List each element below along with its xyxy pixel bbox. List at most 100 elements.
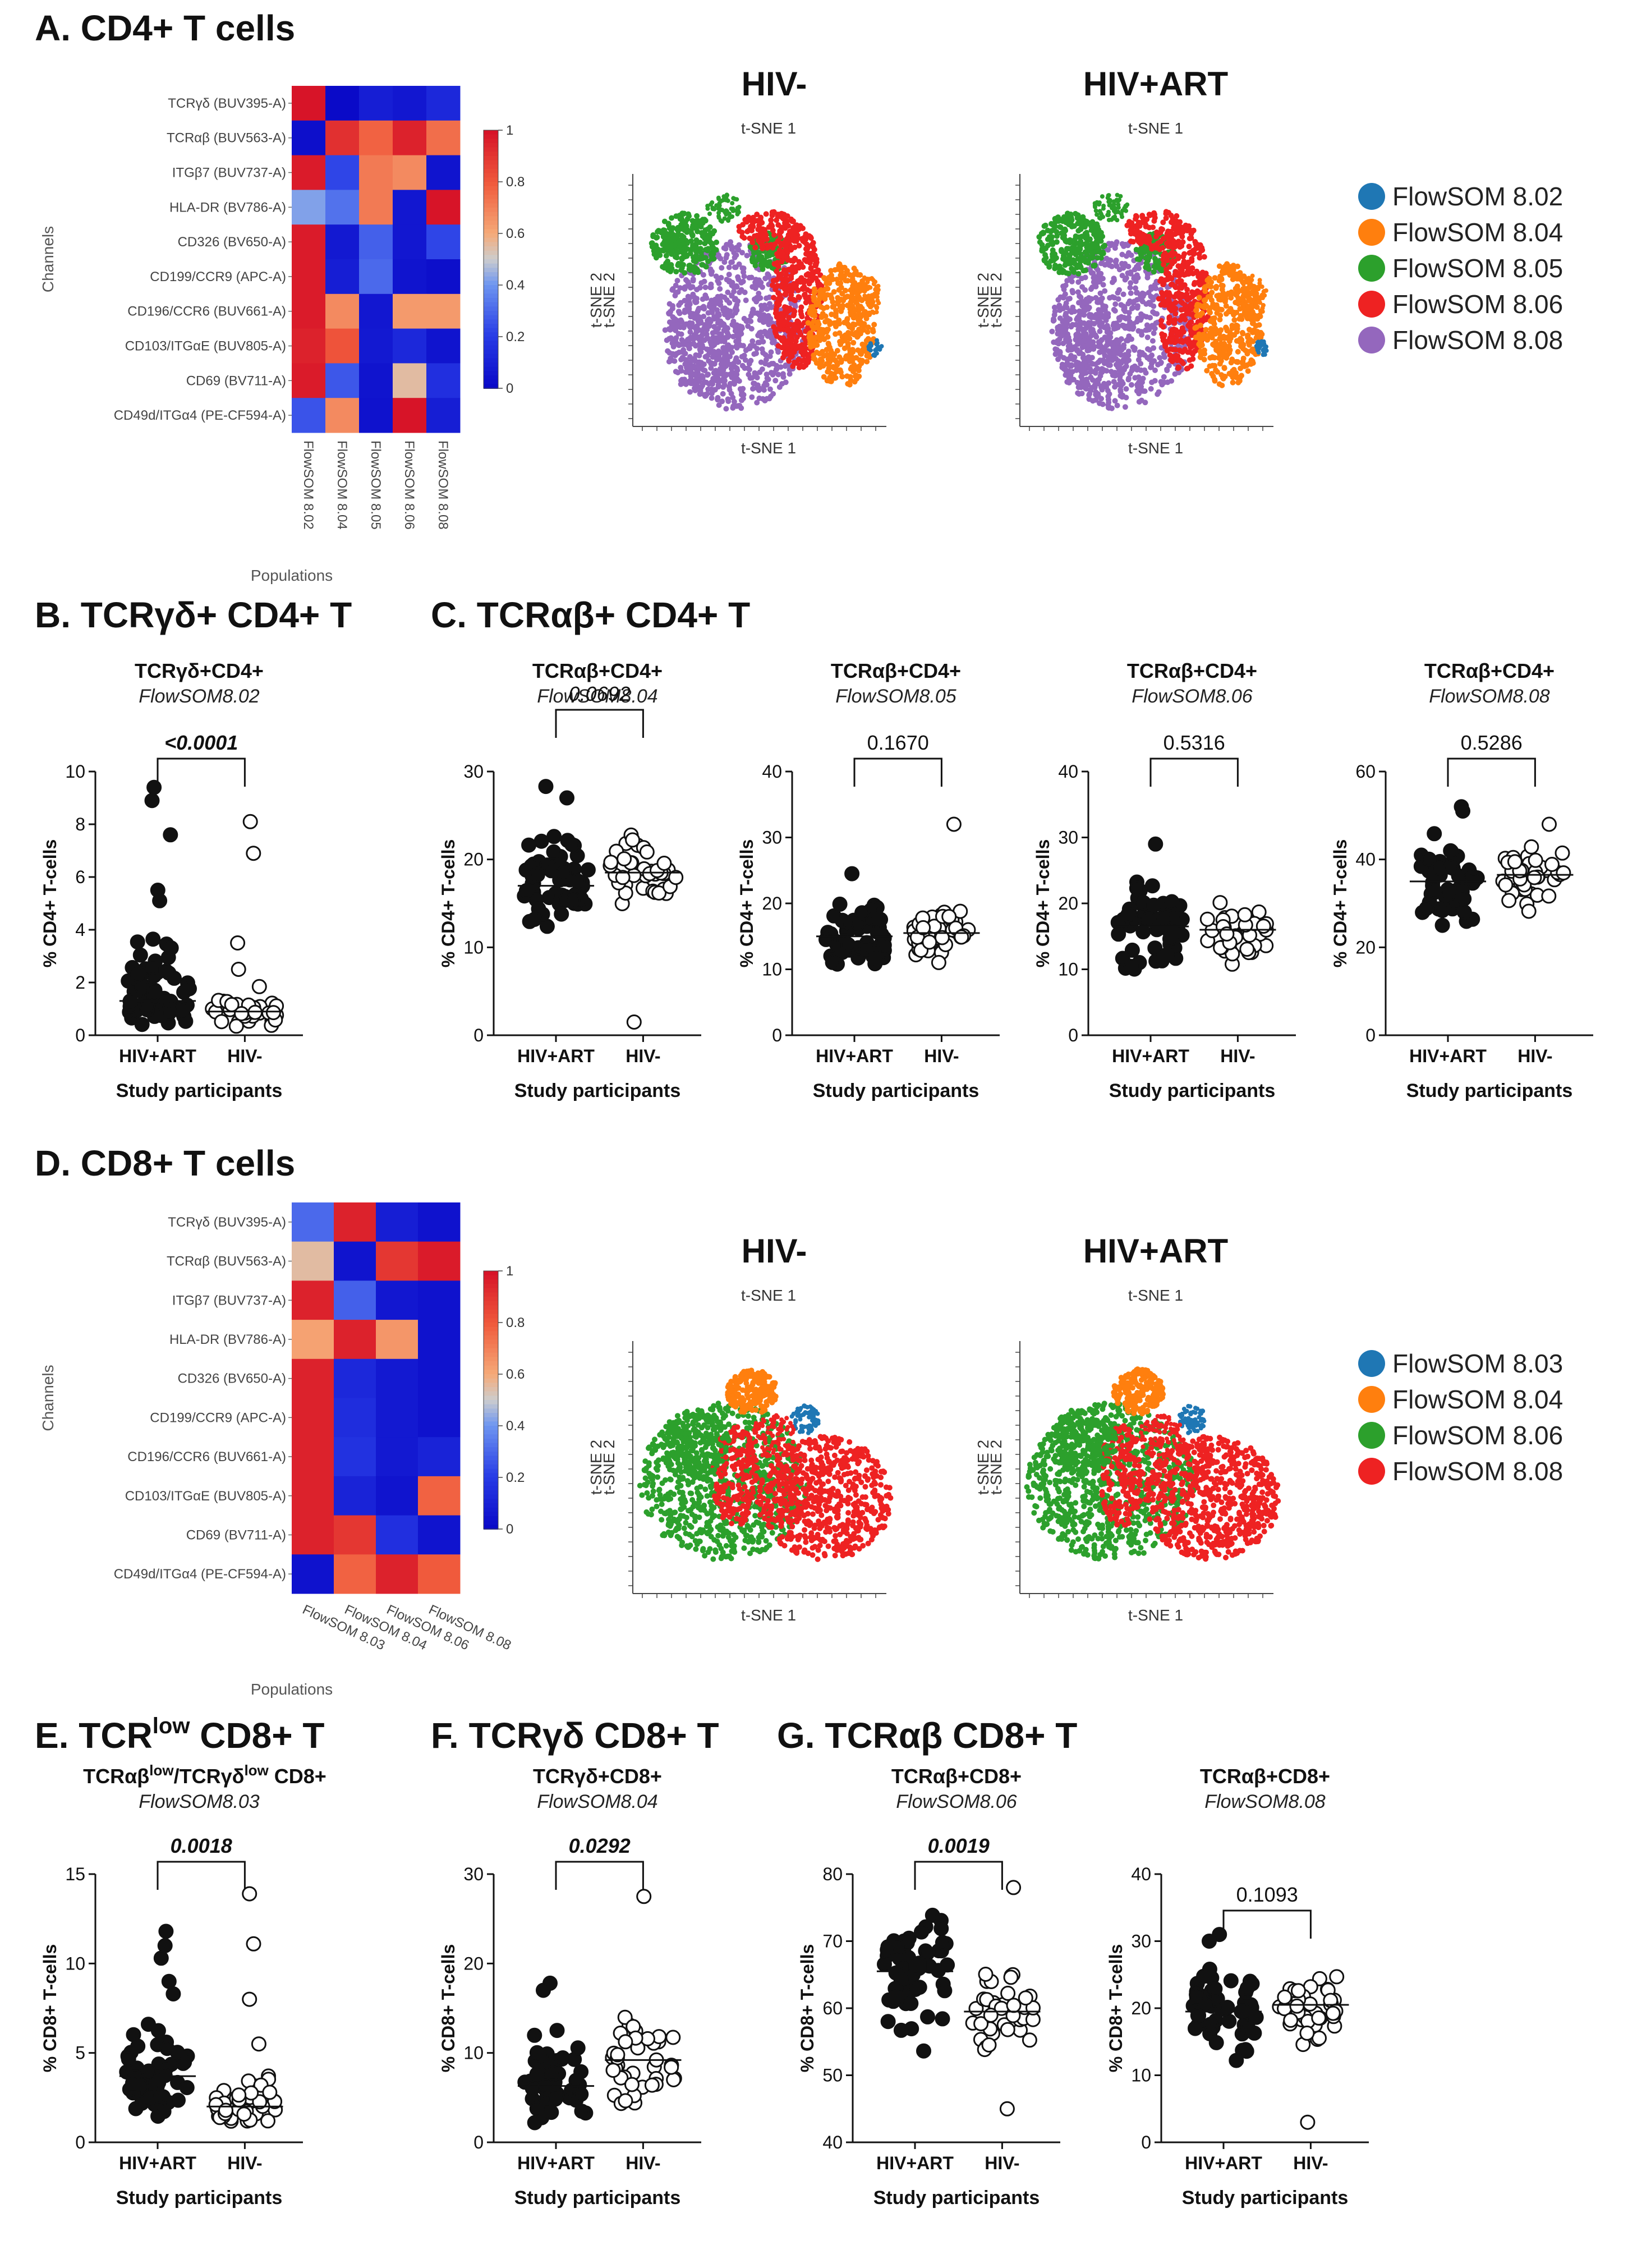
- tsne-point: [1227, 272, 1233, 278]
- tsne-point: [666, 311, 672, 317]
- tsne-point: [850, 339, 857, 346]
- tsne-point: [1118, 366, 1124, 372]
- colorbar-segment: [484, 224, 498, 230]
- tsne-point: [721, 294, 728, 300]
- tsne-point: [686, 306, 692, 312]
- colorbar-segment: [484, 268, 498, 273]
- tsne-point: [1071, 354, 1078, 360]
- tsne-point: [787, 371, 793, 377]
- heatmap-cell: [325, 328, 360, 364]
- tsne-y-label-inner: t-SNE 2: [600, 273, 618, 328]
- tsne-point: [821, 305, 827, 311]
- tsne-point: [813, 302, 820, 308]
- tsne-point: [764, 295, 770, 301]
- tsne-point: [696, 305, 702, 311]
- colorbar-segment: [484, 1421, 498, 1426]
- tsne-point: [1149, 338, 1156, 344]
- colorbar-tick-label: 0.8: [506, 1315, 525, 1330]
- tsne-point: [783, 379, 789, 385]
- colorbar-segment: [484, 229, 498, 234]
- tsne-point: [866, 293, 871, 299]
- tsne-point: [1219, 286, 1225, 292]
- tsne-point: [678, 381, 684, 387]
- colorbar-segment: [484, 1288, 498, 1293]
- tsne-point: [678, 317, 684, 323]
- tsne-point: [792, 268, 798, 274]
- tsne-point: [829, 272, 834, 278]
- tsne-point: [728, 243, 734, 249]
- heatmap-cell: [426, 328, 461, 364]
- tsne-point: [775, 222, 781, 228]
- tsne-point: [754, 346, 760, 352]
- tsne-point: [721, 245, 727, 251]
- heatmap-cell: [393, 155, 427, 190]
- tsne-point: [1216, 292, 1222, 299]
- tsne-point: [790, 218, 796, 224]
- tsne-point: [1054, 233, 1060, 239]
- tsne-point: [733, 371, 739, 377]
- tsne-point: [1152, 256, 1158, 262]
- tsne-point: [793, 282, 799, 288]
- tsne-point: [1055, 341, 1061, 347]
- tsne-point: [789, 337, 795, 343]
- tsne-point: [678, 356, 684, 362]
- colorbar-segment: [484, 1439, 498, 1444]
- colorbar-segment: [484, 1477, 498, 1482]
- tsne-point: [1106, 193, 1111, 198]
- tsne-point: [1052, 256, 1058, 262]
- tsne-point: [1064, 270, 1069, 276]
- tsne-point: [757, 239, 763, 245]
- tsne-x-label-top: t-SNE 1: [741, 120, 796, 137]
- tsne-point: [699, 344, 705, 350]
- tsne-point: [715, 394, 721, 401]
- heatmap-cell: [376, 1320, 419, 1360]
- tsne-point: [1138, 367, 1144, 373]
- tsne-point: [838, 280, 844, 286]
- tsne-point: [772, 241, 778, 247]
- tsne-point: [1189, 258, 1195, 264]
- tsne-point: [684, 253, 690, 259]
- tsne-point: [1075, 240, 1082, 246]
- tsne-point: [713, 273, 719, 279]
- tsne-point: [687, 329, 693, 335]
- tsne-point: [684, 246, 691, 252]
- tsne-point: [1101, 350, 1106, 355]
- heatmap-cell: [292, 1398, 334, 1438]
- tsne-point: [723, 255, 729, 261]
- tsne-point: [1133, 213, 1139, 219]
- colorbar-segment: [484, 160, 498, 166]
- tsne-point: [695, 228, 701, 235]
- tsne-point: [801, 335, 807, 341]
- heatmap-cell: [292, 1280, 334, 1320]
- tsne-point: [1209, 355, 1216, 360]
- colorbar-segment: [484, 164, 498, 169]
- tsne-point: [778, 228, 784, 235]
- tsne-point: [1234, 323, 1240, 329]
- tsne-point: [776, 296, 783, 301]
- tsne-point: [802, 346, 808, 351]
- tsne-point: [1064, 356, 1070, 362]
- tsne-point: [866, 302, 871, 307]
- tsne-point: [811, 318, 817, 324]
- colorbar-segment: [484, 255, 498, 260]
- channel-label: CD103/ITGαE (BUV805-A): [125, 1489, 286, 1504]
- tsne-point: [685, 368, 691, 374]
- tsne-point: [1136, 391, 1142, 397]
- tsne-point: [674, 255, 680, 261]
- tsne-point: [763, 211, 769, 217]
- tsne-point: [787, 267, 793, 273]
- tsne-point: [684, 240, 690, 246]
- tsne-point: [711, 314, 718, 320]
- tsne-point: [831, 357, 838, 363]
- tsne-point: [730, 201, 735, 206]
- tsne-point: [1149, 379, 1155, 385]
- tsne-point: [701, 337, 707, 343]
- tsne-point: [731, 284, 737, 290]
- tsne-point: [812, 269, 818, 275]
- tsne-point: [800, 352, 806, 358]
- tsne-point: [1110, 205, 1115, 210]
- tsne-point: [1148, 386, 1154, 392]
- heatmap-cell: [376, 1241, 419, 1281]
- tsne-point: [1133, 278, 1139, 284]
- tsne-point: [1092, 382, 1098, 388]
